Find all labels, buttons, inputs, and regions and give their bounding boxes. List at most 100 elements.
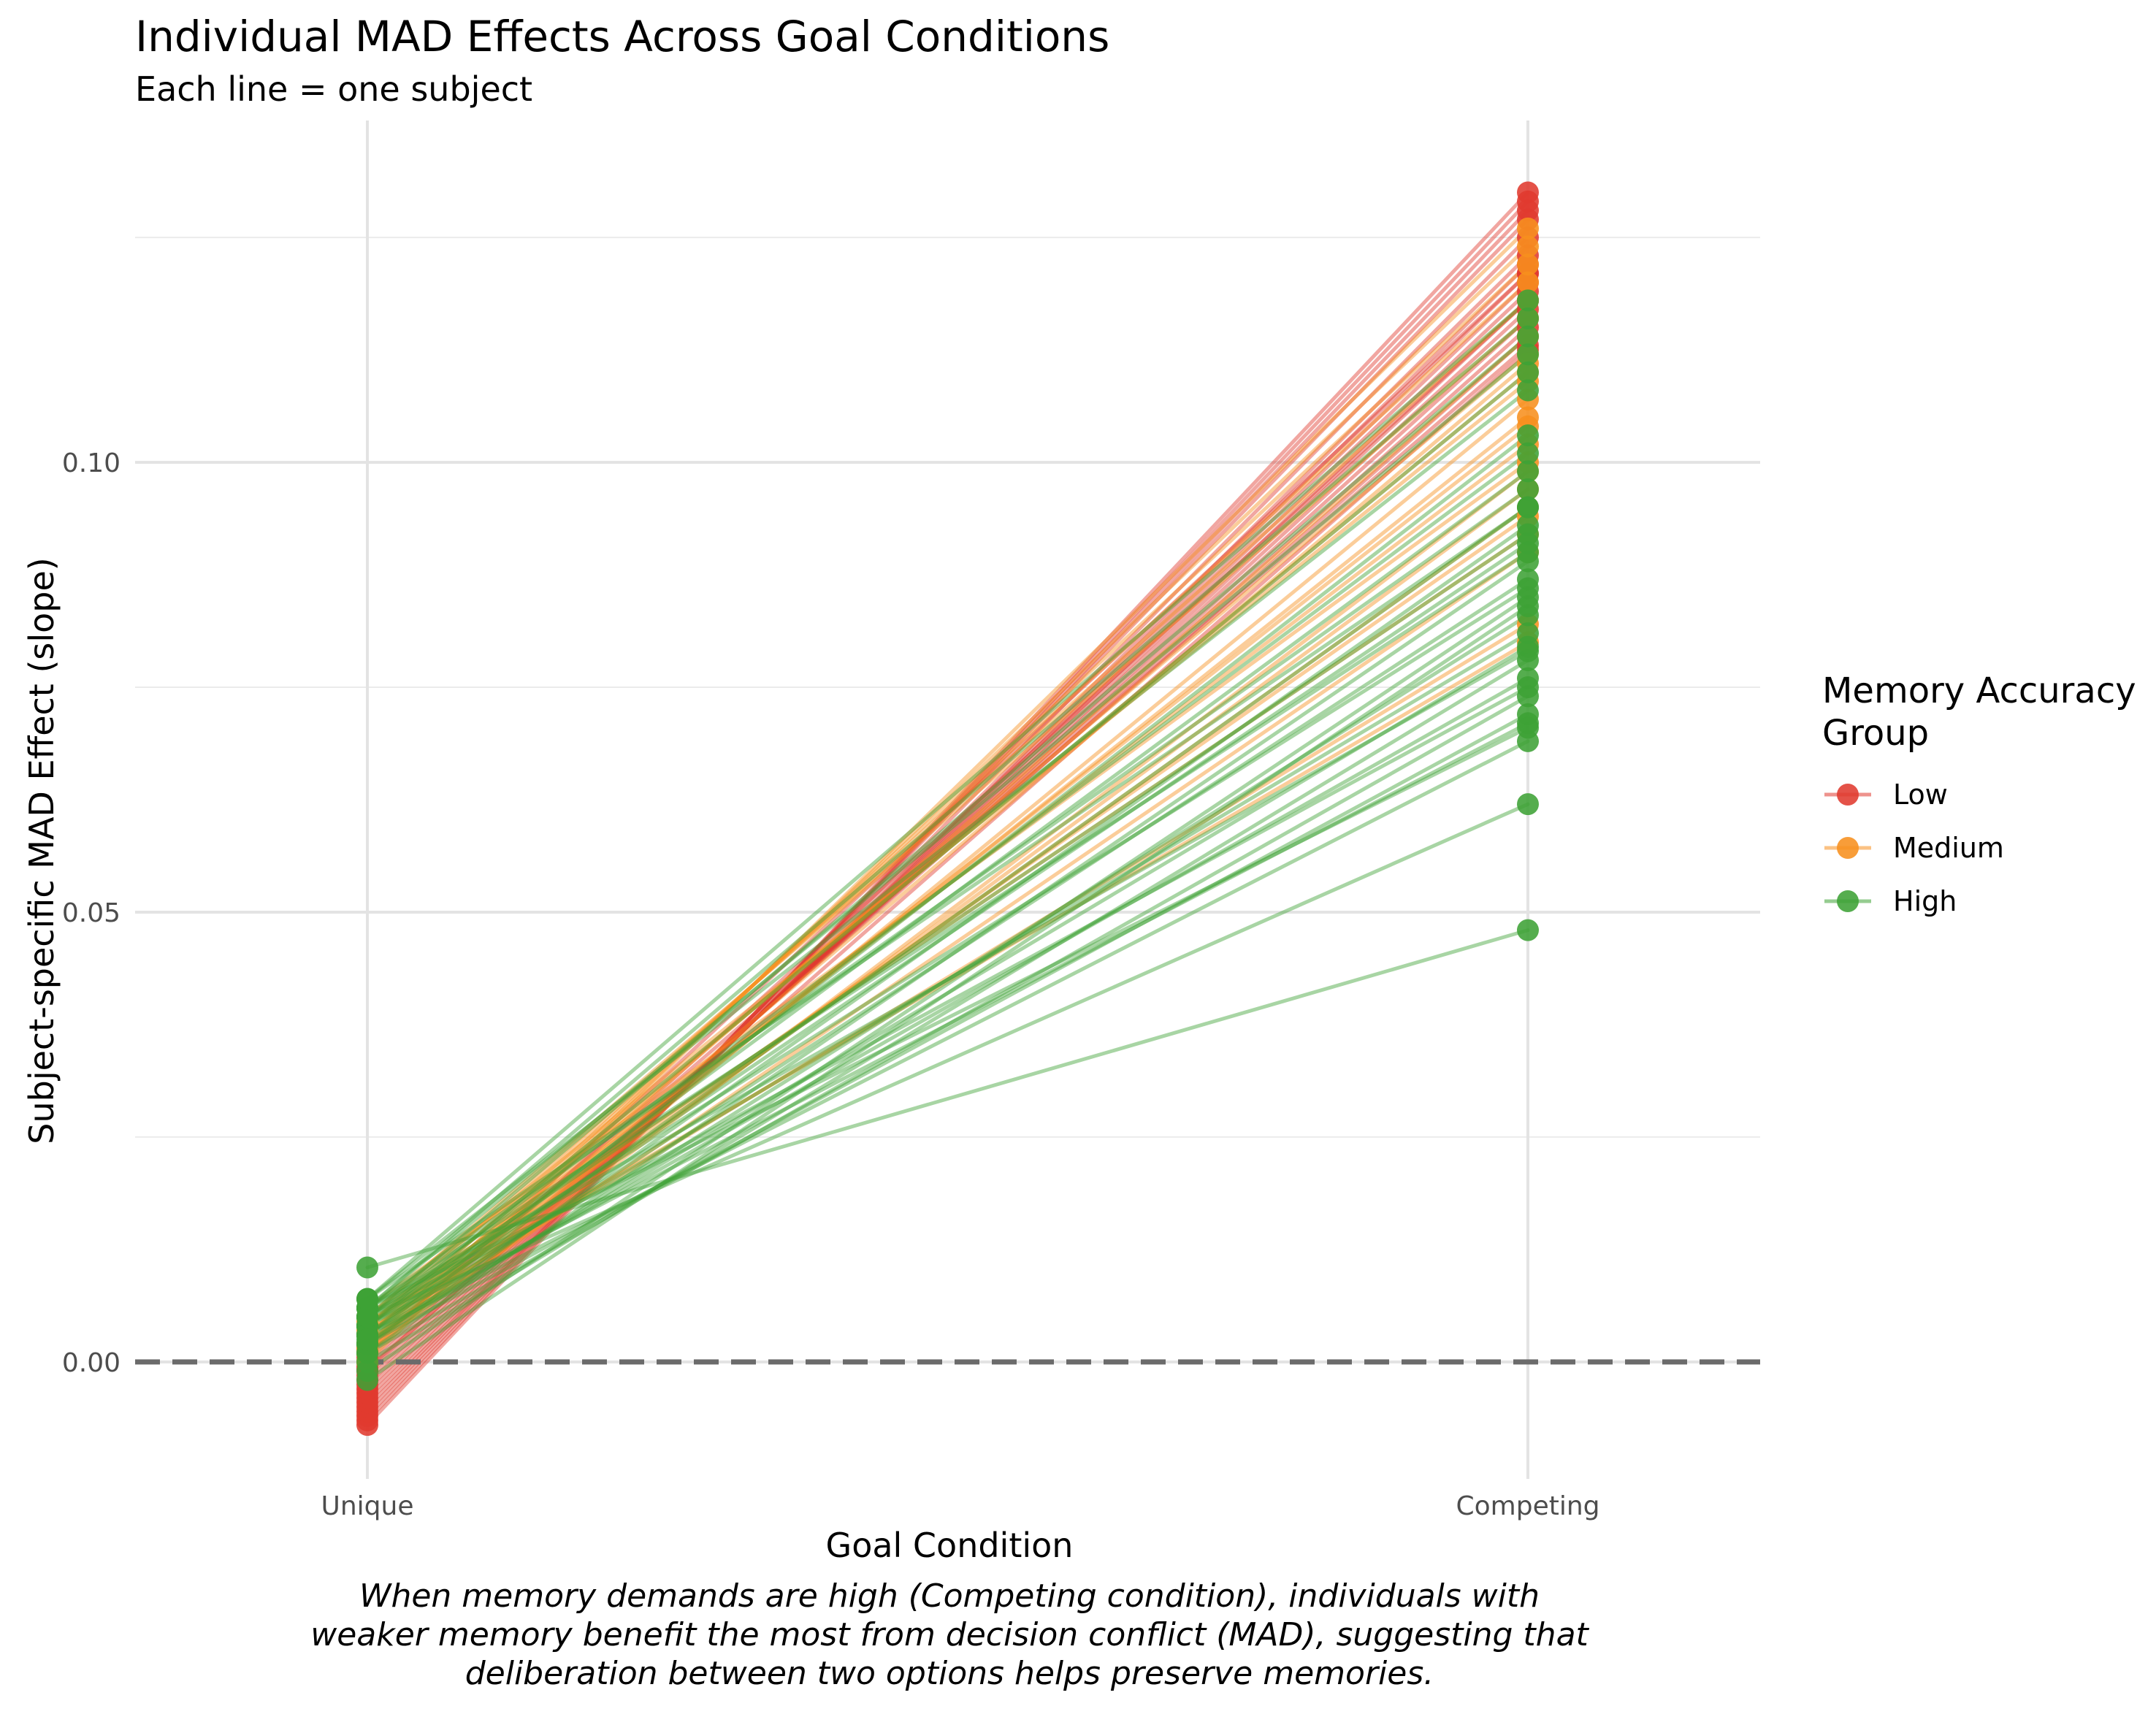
y-axis-title: Subject-specific MAD Effect (slope) xyxy=(22,557,61,1144)
subject-line-low xyxy=(365,208,1530,1418)
legend-title-line-1: Memory Accuracy xyxy=(1822,670,2136,711)
data-point-high xyxy=(1517,361,1539,383)
data-point-high xyxy=(1517,685,1539,708)
subject-line-high xyxy=(365,676,1530,1337)
subject-line-high xyxy=(365,613,1530,1346)
subject-line-low xyxy=(365,325,1530,1369)
subject-line-high xyxy=(365,595,1530,1373)
subject-line-medium xyxy=(365,550,1530,1346)
data-point-high xyxy=(356,1306,378,1328)
caption-line-1: When memory demands are high (Competing … xyxy=(359,1577,1540,1615)
y-tick-label: 0.00 xyxy=(62,1348,121,1378)
data-point-high xyxy=(1517,460,1539,483)
subject-line-high xyxy=(365,694,1530,1355)
data-point-high xyxy=(1517,478,1539,501)
data-point-high xyxy=(1517,635,1539,658)
subject-line-medium xyxy=(365,397,1530,1355)
data-point-high xyxy=(356,1288,378,1310)
chart-title: Individual MAD Effects Across Goal Condi… xyxy=(135,12,1109,61)
subject-line-low xyxy=(365,199,1530,1423)
subject-line-high xyxy=(365,433,1530,1337)
subject-line-medium xyxy=(365,280,1530,1337)
subject-line-high xyxy=(365,505,1530,1301)
subject-line-medium xyxy=(365,532,1530,1319)
subject-line-high xyxy=(365,645,1530,1342)
subject-line-low xyxy=(365,343,1530,1350)
subject-line-high xyxy=(365,389,1530,1301)
subject-line-high xyxy=(365,577,1530,1337)
subject-line-low xyxy=(365,316,1530,1373)
subject-line-low xyxy=(365,298,1530,1382)
subject-line-high xyxy=(365,487,1530,1310)
caption-line-2: weaker memory benefit the most from deci… xyxy=(310,1616,1589,1653)
subject-line-medium xyxy=(365,640,1530,1323)
subject-line-medium xyxy=(365,622,1530,1333)
subject-line-low xyxy=(365,262,1530,1400)
subject-line-medium xyxy=(365,334,1530,1346)
data-point-high xyxy=(1517,550,1539,573)
subject-line-low xyxy=(365,253,1530,1404)
subject-line-medium xyxy=(365,469,1530,1355)
data-point-high xyxy=(1517,343,1539,366)
x-tick-label: Unique xyxy=(321,1491,414,1521)
subject-line-medium xyxy=(365,415,1530,1346)
data-point-medium xyxy=(1517,217,1539,240)
subject-line-high xyxy=(365,370,1530,1328)
subject-line-low xyxy=(365,280,1530,1391)
subject-line-high xyxy=(365,541,1530,1328)
subject-line-medium xyxy=(365,460,1530,1310)
subject-line-low xyxy=(365,348,1530,1372)
subject-line-low xyxy=(365,298,1530,1360)
data-point-high xyxy=(1517,793,1539,816)
data-point-high xyxy=(1517,919,1539,941)
data-point-high xyxy=(1517,442,1539,464)
data-point-medium xyxy=(1517,271,1539,294)
subject-line-medium xyxy=(365,262,1530,1346)
subject-line-high xyxy=(365,559,1530,1355)
subject-line-high xyxy=(365,802,1530,1319)
subject-line-high xyxy=(365,352,1530,1310)
subject-line-high xyxy=(365,685,1530,1319)
data-point-high xyxy=(1517,496,1539,519)
data-point-high xyxy=(1517,424,1539,447)
subject-line-high xyxy=(365,649,1530,1310)
subject-line-low xyxy=(365,235,1530,1409)
data-point-high xyxy=(356,1256,378,1279)
data-point-high xyxy=(356,1360,378,1382)
subject-line-medium xyxy=(365,352,1530,1337)
subject-line-medium xyxy=(365,362,1530,1350)
subject-line-medium xyxy=(365,316,1530,1319)
subject-line-low xyxy=(365,217,1530,1414)
data-point-high xyxy=(1517,325,1539,348)
y-tick-label: 0.05 xyxy=(62,898,121,928)
subject-line-high xyxy=(365,739,1530,1337)
subject-line-high xyxy=(365,334,1530,1319)
x-axis-title: Goal Condition xyxy=(826,1526,1074,1565)
data-point-high xyxy=(356,1328,378,1351)
data-point-high xyxy=(1517,604,1539,627)
subject-line-medium xyxy=(365,442,1530,1328)
subject-line-low xyxy=(365,334,1530,1364)
subject-line-high xyxy=(365,316,1530,1310)
subject-line-medium xyxy=(365,379,1530,1319)
subject-line-low xyxy=(365,307,1530,1377)
subject-line-high xyxy=(365,631,1530,1328)
subject-line-medium xyxy=(365,370,1530,1328)
data-point-high xyxy=(1517,730,1539,752)
subject-line-high xyxy=(365,725,1530,1310)
data-point-high xyxy=(1517,289,1539,312)
subject-line-high xyxy=(365,658,1530,1364)
subject-line-high xyxy=(365,469,1530,1328)
subject-line-high xyxy=(365,451,1530,1319)
subject-line-high xyxy=(365,505,1530,1337)
subject-line-high xyxy=(365,721,1530,1328)
data-point-high xyxy=(1517,307,1539,329)
legend-label-medium: Medium xyxy=(1893,832,2004,864)
subject-line-medium xyxy=(365,424,1530,1337)
subject-line-low xyxy=(365,271,1530,1396)
legend-key-point xyxy=(1837,837,1859,859)
data-point-high xyxy=(1517,586,1539,608)
chart-subtitle: Each line = one subject xyxy=(135,69,532,109)
subject-line-low xyxy=(365,191,1530,1427)
subject-line-medium xyxy=(365,487,1530,1346)
